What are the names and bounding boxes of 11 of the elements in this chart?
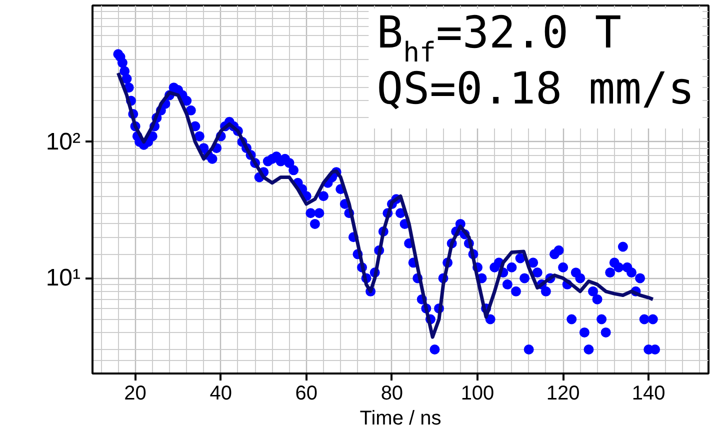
y-tick-label: 10¹: [46, 264, 81, 292]
x-tick-label: 80: [380, 382, 404, 404]
x-tick-label: 60: [295, 382, 318, 404]
x-tick-label: 100: [460, 382, 494, 404]
x-axis-title: Time / ns: [360, 408, 442, 430]
x-tick-label: 120: [546, 382, 580, 404]
x-tick-label: 40: [210, 382, 232, 404]
x-tick-label: 140: [632, 382, 666, 404]
annotation: QS=0.18 mm/s: [376, 64, 695, 114]
y-tick-label: 10²: [46, 128, 81, 156]
x-tick-label: 20: [124, 382, 146, 404]
